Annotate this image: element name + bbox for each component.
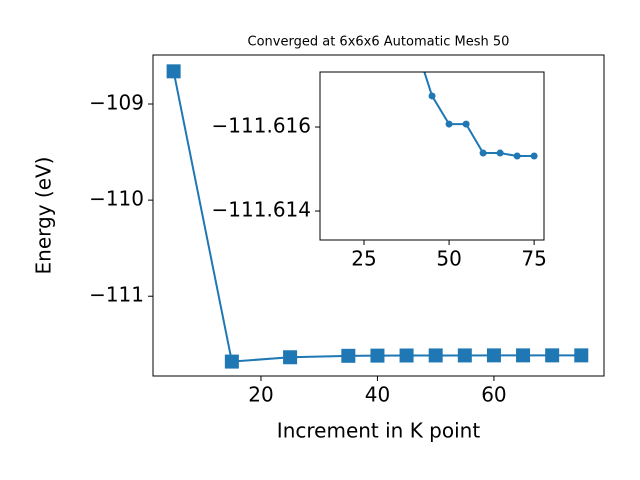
- marker: [224, 354, 239, 369]
- marker: [545, 348, 560, 363]
- y-tick-label: −109: [89, 91, 144, 115]
- marker: [486, 348, 501, 363]
- x-tick-label: 20: [248, 383, 273, 407]
- x-axis-label: Increment in K point: [277, 419, 481, 443]
- marker: [445, 120, 453, 128]
- plot-clip: [423, 72, 538, 160]
- plot-area: [320, 72, 544, 240]
- axes-frame: [319, 71, 545, 241]
- x-tick-label: 60: [481, 383, 506, 407]
- axes-frame: [152, 54, 605, 377]
- marker: [428, 348, 443, 363]
- marker: [479, 149, 487, 157]
- x-tick-label: 40: [365, 383, 390, 407]
- y-axis-label: Energy (eV): [32, 157, 56, 275]
- marker: [496, 149, 504, 157]
- plot-clip: [166, 64, 589, 369]
- marker: [428, 92, 436, 100]
- marker: [462, 120, 470, 128]
- marker: [513, 152, 521, 160]
- marker: [530, 152, 538, 160]
- marker: [457, 348, 472, 363]
- marker: [516, 348, 531, 363]
- x-tick-label: 50: [436, 247, 461, 271]
- marker: [574, 348, 589, 363]
- chart-title: Converged at 6x6x6 Automatic Mesh 50: [248, 35, 510, 50]
- x-tick-label: 75: [521, 247, 546, 271]
- y-tick-label: −111: [89, 283, 144, 307]
- x-tick-label: 25: [351, 247, 376, 271]
- y-tick-label: −111.614: [212, 198, 311, 222]
- marker: [399, 348, 414, 363]
- marker: [166, 64, 181, 79]
- marker: [341, 348, 356, 363]
- marker: [283, 350, 298, 365]
- marker: [370, 348, 385, 363]
- y-tick-label: −111.616: [212, 114, 311, 138]
- y-tick-label: −110: [89, 187, 144, 211]
